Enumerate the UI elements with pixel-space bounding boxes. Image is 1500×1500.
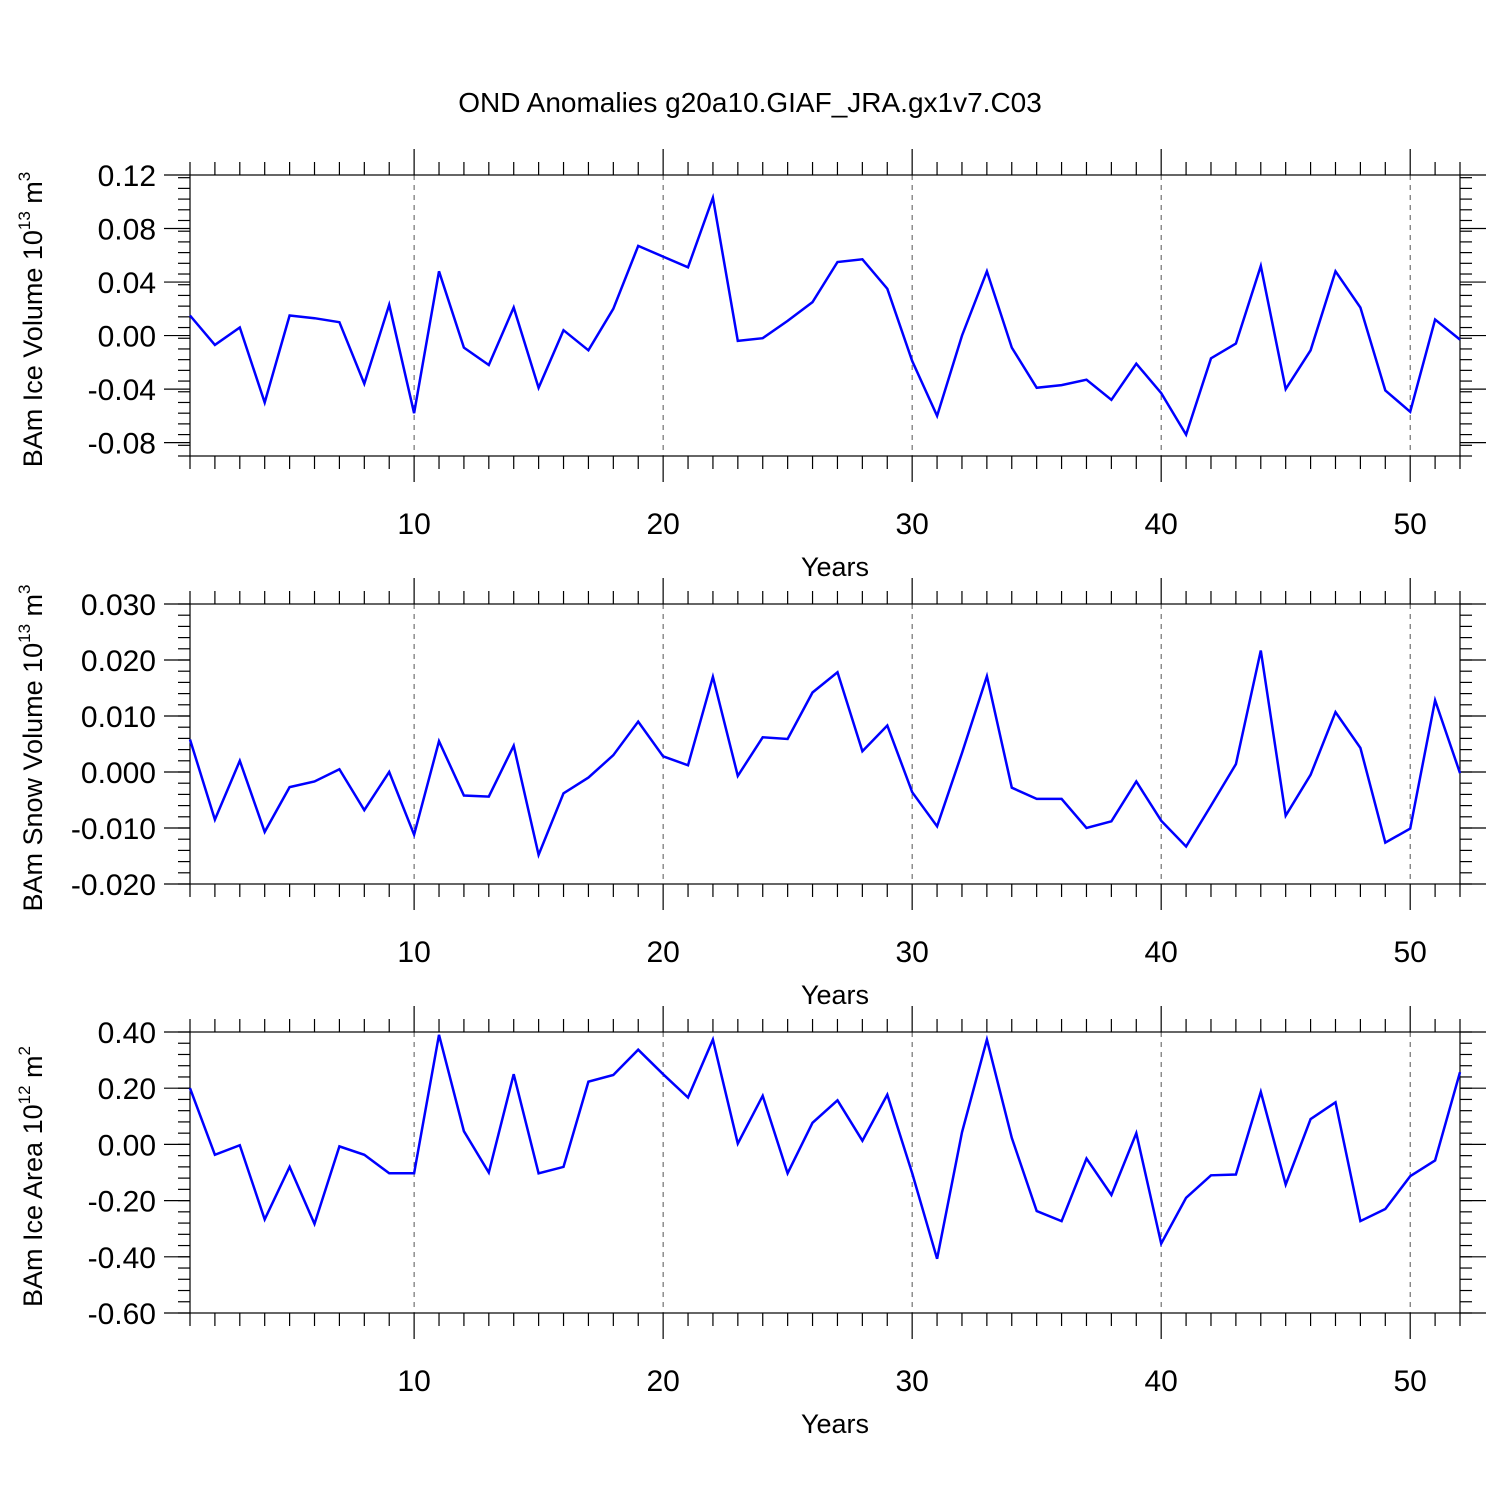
x-tick-label: 10 [397, 936, 430, 969]
y-tick-label: 0.030 [81, 589, 156, 622]
panel-1: 10 20 30 40 50 0.12 0.08 0.04 0.00 -0.04 -0.08 Year… [15, 149, 1486, 582]
x-tick-label: 30 [895, 1365, 928, 1398]
series-line [188, 650, 1462, 860]
x-tick-label: 20 [646, 1365, 679, 1398]
x-tick-label: 50 [1394, 1365, 1427, 1398]
x-tick-label: 40 [1144, 508, 1177, 541]
series-line [189, 192, 1461, 438]
y-tick-label: 0.20 [98, 1073, 156, 1106]
y-tick-label: 0.08 [98, 214, 156, 247]
x-axis-label: Years [801, 1409, 869, 1439]
x-tick-label: 40 [1144, 936, 1177, 969]
y-tick-label: 0.40 [98, 1017, 156, 1050]
y-axis-label: BAm Snow Volume 1013 m3 [15, 584, 48, 911]
y-tick-label: 0.020 [81, 645, 156, 678]
y-tick-label: -0.020 [71, 869, 156, 902]
y-axis-label: BAm Ice Area 1012 m2 [15, 1046, 48, 1307]
x-tick-label: 10 [397, 1365, 430, 1398]
y-tick-label: -0.20 [88, 1186, 156, 1219]
y-tick-label: 0.000 [81, 757, 156, 790]
x-tick-label: 20 [646, 508, 679, 541]
plot-frame [189, 1031, 1461, 1314]
x-tick-label: 40 [1144, 1365, 1177, 1398]
x-tick-label: 50 [1394, 508, 1427, 541]
y-tick-label: 0.00 [98, 321, 156, 354]
series-line [188, 1034, 1462, 1260]
x-tick-label: 30 [895, 508, 928, 541]
y-tick-label: 0.010 [81, 701, 156, 734]
y-tick-label: 0.12 [98, 160, 156, 193]
x-axis-label: Years [801, 980, 869, 1010]
y-tick-label: -0.08 [88, 428, 156, 461]
x-axis-label: Years [801, 552, 869, 582]
panel-2: 10 20 30 40 50 0.030 0.020 0.010 0.000 -0.010 -0.0… [15, 578, 1486, 1010]
y-tick-label: -0.60 [88, 1298, 156, 1331]
y-axis-label: BAm Ice Volume 1013 m3 [15, 172, 48, 468]
y-tick-label: 0.04 [98, 267, 156, 300]
y-tick-label: -0.010 [71, 813, 156, 846]
x-tick-label: 10 [397, 508, 430, 541]
y-tick-label: -0.04 [88, 374, 156, 407]
y-tick-label: -0.40 [88, 1242, 156, 1275]
chart-title: OND Anomalies g20a10.GIAF_JRA.gx1v7.C03 [458, 87, 1042, 118]
plot-frame [189, 603, 1461, 885]
x-tick-label: 50 [1394, 936, 1427, 969]
plot-frame [189, 174, 1461, 457]
x-tick-label: 20 [646, 936, 679, 969]
y-tick-label: 0.00 [98, 1129, 156, 1162]
panel-3: 10 20 30 40 50 0.40 0.20 0.00 -0.20 -0.40 -0.60 Yea… [15, 1006, 1486, 1439]
x-tick-label: 30 [895, 936, 928, 969]
